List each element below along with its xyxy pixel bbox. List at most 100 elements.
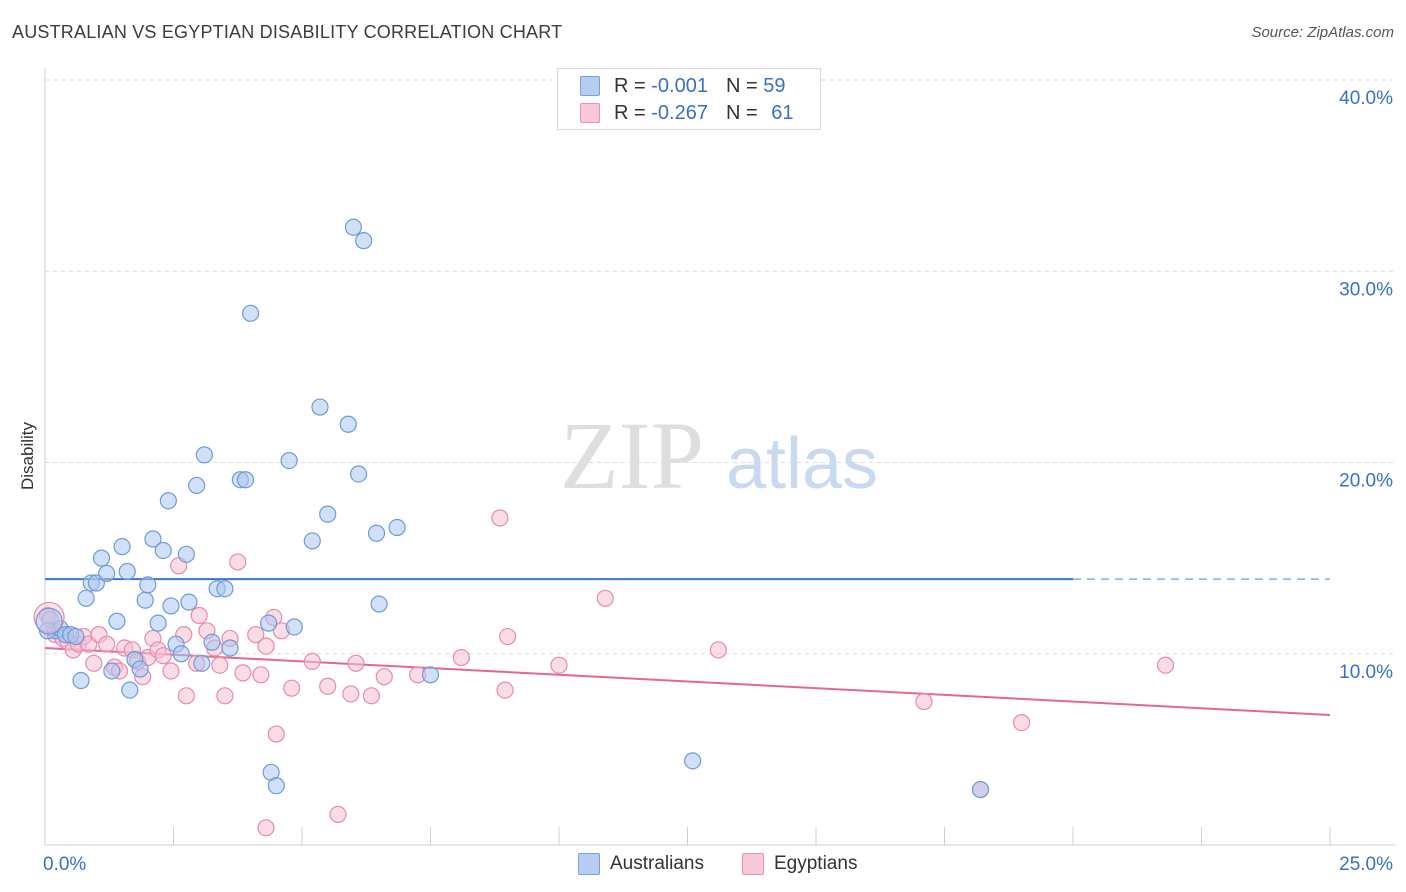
y-tick-label: 30.0% <box>1339 279 1393 300</box>
point-australians <box>98 564 116 583</box>
point-egyptians <box>1012 713 1031 732</box>
legend-r-label: R = <box>614 74 652 97</box>
point-egyptians <box>491 509 509 527</box>
point-egyptians <box>257 637 275 655</box>
tick-labels: 10.0% 20.0% 30.0% 40.0% 0.0% 25.0% <box>43 88 1393 875</box>
point-australians <box>421 666 440 684</box>
legend-r-label: R = <box>614 101 652 124</box>
point-egyptians <box>452 648 470 667</box>
point-australians <box>92 549 111 567</box>
point-australians <box>339 415 357 433</box>
point-egyptians <box>257 819 275 837</box>
point-egyptians <box>229 553 247 571</box>
point-egyptians <box>342 685 360 703</box>
legend-r-value: -0.267 <box>651 101 708 124</box>
source-label: Source: ZipAtlas.com <box>1251 24 1394 41</box>
point-australians <box>221 639 239 657</box>
point-australians <box>684 752 702 770</box>
point-egyptians <box>375 668 393 686</box>
point-australians <box>188 476 206 495</box>
grid-lines <box>45 79 1395 655</box>
point-australians <box>344 218 362 236</box>
point-australians <box>131 660 149 678</box>
legend-r-value: -0.001 <box>651 74 708 97</box>
point-australians <box>242 304 260 322</box>
point-australians <box>267 777 285 795</box>
point-australians <box>303 532 321 550</box>
legend-n-value: 59 <box>763 74 786 97</box>
point-egyptians <box>1156 656 1175 674</box>
point-egyptians <box>216 687 234 705</box>
point-egyptians <box>362 687 380 705</box>
x-tick-label: 0.0% <box>43 854 86 875</box>
point-egyptians <box>85 654 103 672</box>
bottom-legend-australians: Australians <box>578 851 704 877</box>
point-australians <box>367 524 386 542</box>
watermark-zip: ZIP <box>560 402 704 509</box>
point-australians <box>162 597 180 615</box>
point-australians <box>77 589 95 607</box>
point-australians <box>236 471 255 489</box>
point-australians <box>355 232 373 250</box>
point-australians <box>159 492 177 510</box>
point-egyptians <box>190 606 208 625</box>
point-australians <box>172 645 190 663</box>
point-egyptians <box>267 725 285 743</box>
bottom-legend-swatch-pink <box>742 853 764 875</box>
y-tick-label: 10.0% <box>1339 662 1393 683</box>
correlation-legend: R = -0.001 N = 59 R = -0.267 N = 61 <box>557 68 821 130</box>
legend-row-australians: R = -0.001 N = 59 <box>580 74 785 98</box>
point-egyptians <box>154 647 172 665</box>
point-australians <box>311 398 329 416</box>
point-australians <box>103 662 121 680</box>
point-egyptians <box>234 664 252 682</box>
point-egyptians <box>329 805 347 824</box>
point-australians <box>108 612 126 630</box>
point-egyptians <box>247 626 265 644</box>
point-australians <box>180 593 198 611</box>
point-egyptians <box>347 654 365 672</box>
point-egyptians <box>550 656 568 674</box>
data-points <box>33 218 1175 837</box>
point-egyptians <box>596 589 614 607</box>
point-australians <box>285 618 303 636</box>
point-australians <box>121 681 139 699</box>
y-tick-label: 20.0% <box>1339 471 1393 492</box>
point-egyptians <box>98 635 116 653</box>
point-australians <box>203 633 221 651</box>
legend-row-egyptians: R = -0.267 N = 61 <box>580 101 793 125</box>
point-australians <box>195 446 213 464</box>
point-australians <box>349 465 368 483</box>
watermark-atlas: atlas <box>726 424 878 504</box>
point-egyptians <box>177 687 195 705</box>
point-australians <box>216 580 234 598</box>
x-tick-label: 25.0% <box>1339 854 1393 875</box>
point-egyptians <box>709 641 727 659</box>
axes <box>44 68 1395 846</box>
point-australians <box>971 780 990 799</box>
point-australians <box>113 538 131 556</box>
point-australians <box>72 671 90 690</box>
point-australians <box>139 576 157 594</box>
point-egyptians <box>211 656 229 674</box>
point-australians <box>388 518 406 537</box>
point-australians <box>67 627 85 646</box>
legend-n-label: N = <box>725 74 764 97</box>
legend-swatch-blue <box>580 76 600 96</box>
legend-n-label: N = <box>725 101 764 124</box>
point-egyptians <box>303 652 321 671</box>
bottom-legend-egyptians: Egyptians <box>742 851 857 877</box>
point-australians <box>177 545 195 563</box>
point-cluster-australians <box>35 607 63 635</box>
point-egyptians <box>283 679 301 697</box>
chart-title: AUSTRALIAN VS EGYPTIAN DISABILITY CORREL… <box>12 22 563 42</box>
bottom-legend-label: Egyptians <box>774 853 858 874</box>
point-australians <box>280 451 298 470</box>
y-axis-label: Disability <box>18 421 37 490</box>
y-tick-label: 40.0% <box>1339 88 1393 109</box>
point-egyptians <box>319 677 337 695</box>
point-egyptians <box>162 662 180 680</box>
point-australians <box>193 654 211 672</box>
bottom-legend-label: Australians <box>610 853 704 874</box>
